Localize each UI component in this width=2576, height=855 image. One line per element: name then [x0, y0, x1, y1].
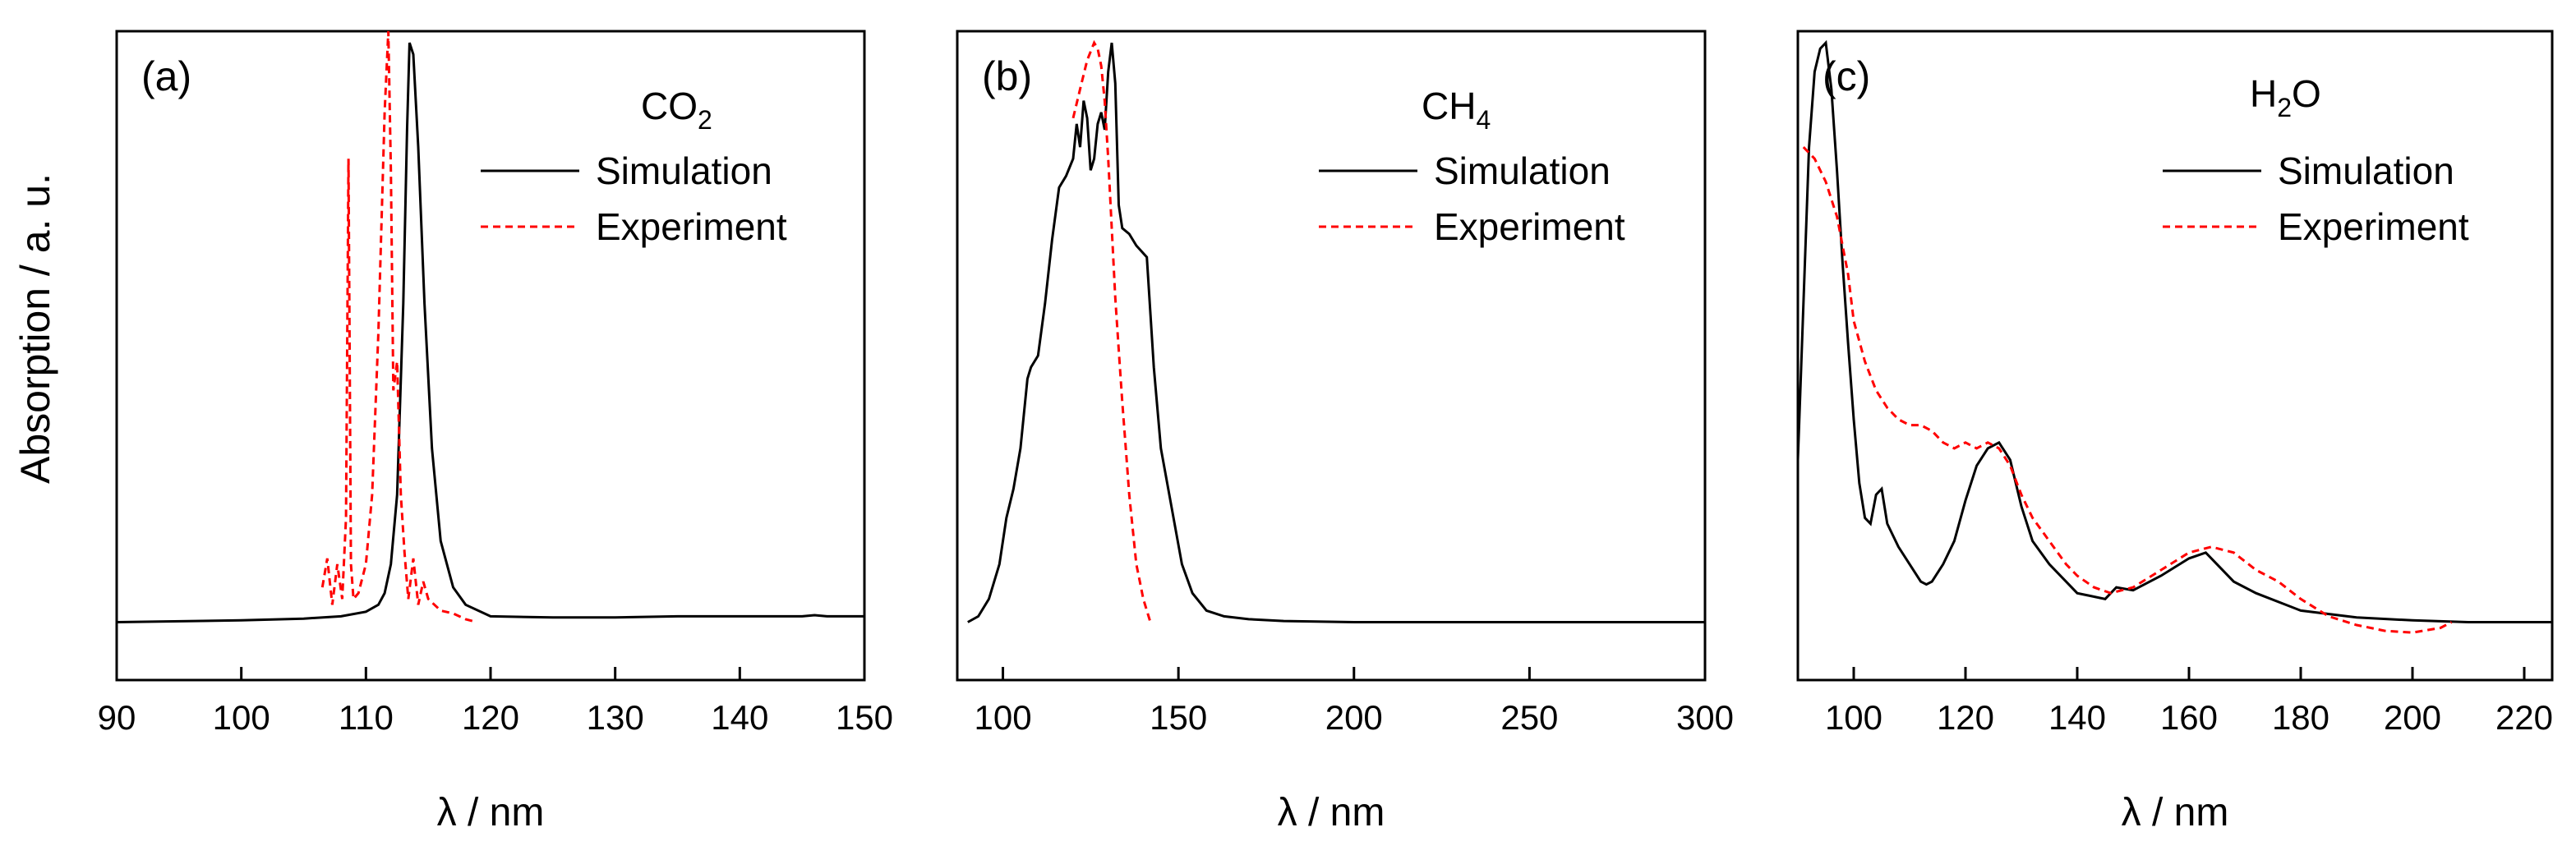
panel-b-tick-label: 150 [1150, 698, 1207, 737]
panel-b-label: (b) [982, 53, 1032, 99]
panel-a-tick-label: 140 [711, 698, 768, 737]
panel-b-tick-label: 200 [1325, 698, 1383, 737]
panel-c-legend-experiment-label: Experiment [2278, 205, 2469, 248]
panel-a-tick-label: 110 [339, 698, 394, 737]
panel-b-tick-label: 300 [1676, 698, 1734, 737]
panel-c-experiment-line [1802, 146, 2453, 634]
panel-b-legend-simulation-label: Simulation [1434, 149, 1611, 192]
panel-b-x-axis-title: λ / nm [1278, 791, 1385, 834]
panel-b-frame [956, 30, 1707, 682]
panel-a-ticks [115, 667, 866, 680]
panel-a-tick-label: 130 [587, 698, 644, 737]
panel-c-tick-label: 160 [2160, 698, 2218, 737]
panel-c-tick-label: 200 [2384, 698, 2441, 737]
panel-a-tick-label: 150 [836, 698, 893, 737]
panel-b-tick-label: 250 [1500, 698, 1558, 737]
panel-a-legend-experiment-label: Experiment [596, 205, 787, 248]
panel-c-simulation-line [1796, 39, 2552, 623]
panel-c-tick-label: 220 [2495, 698, 2553, 737]
panel-b-tick-label: 100 [975, 698, 1032, 737]
panel-a-molecule-main: CO [641, 85, 698, 127]
panel-a-x-axis-title: λ / nm [437, 791, 545, 834]
panel-a: 90 100 110 120 130 140 150 (a) CO2 Simul… [98, 30, 893, 834]
y-axis-title: Absorption / a. u. [12, 173, 58, 484]
panel-c-ticks [1852, 667, 2526, 680]
panel-c-molecule-main: H [2250, 72, 2277, 115]
panel-b-tick-labels: 100 150 200 250 300 [975, 698, 1735, 737]
panel-a-simulation-line [116, 42, 864, 623]
panel-a-experiment-line [320, 30, 477, 623]
panel-c-molecule-tail: O [2292, 72, 2321, 115]
panel-a-label: (a) [141, 53, 191, 99]
panel-c-x-axis-title: λ / nm [2122, 791, 2229, 834]
panel-b-ticks [1002, 667, 1707, 680]
panel-b-simulation-line [967, 42, 1705, 623]
panel-a-tick-label: 120 [462, 698, 519, 737]
panel-b: 100 150 200 250 300 (b) CH4 Simulation E… [956, 30, 1735, 834]
panel-c-frame [1796, 30, 2554, 682]
panel-c: 100 120 140 160 180 200 220 (c) H2O Simu… [1796, 30, 2554, 834]
panel-c-tick-label: 120 [1937, 698, 1994, 737]
panel-c-tick-label: 100 [1825, 698, 1882, 737]
panel-a-molecule-sub: 2 [698, 105, 712, 135]
panel-c-label: (c) [1823, 53, 1870, 99]
panel-b-molecule-main: CH [1422, 85, 1476, 127]
panel-c-tick-label: 140 [2048, 698, 2106, 737]
panel-a-tick-label: 90 [98, 698, 136, 737]
panel-a-tick-label: 100 [213, 698, 270, 737]
panel-c-tick-label: 180 [2272, 698, 2329, 737]
panel-b-molecule: CH4 [1422, 85, 1491, 135]
panel-b-experiment-line [1071, 39, 1152, 623]
panel-c-molecule-sub: 2 [2277, 93, 2292, 122]
panel-b-legend-experiment-label: Experiment [1434, 205, 1625, 248]
panel-c-molecule: H2O [2250, 72, 2321, 122]
panel-c-tick-labels: 100 120 140 160 180 200 220 [1825, 698, 2553, 737]
panel-c-legend-simulation-label: Simulation [2278, 149, 2454, 192]
panel-a-legend-simulation-label: Simulation [596, 149, 772, 192]
panel-a-molecule: CO2 [641, 85, 712, 135]
panel-b-molecule-sub: 4 [1476, 105, 1491, 135]
panel-a-tick-labels: 90 100 110 120 130 140 150 [98, 698, 893, 737]
panel-a-frame [115, 30, 866, 682]
